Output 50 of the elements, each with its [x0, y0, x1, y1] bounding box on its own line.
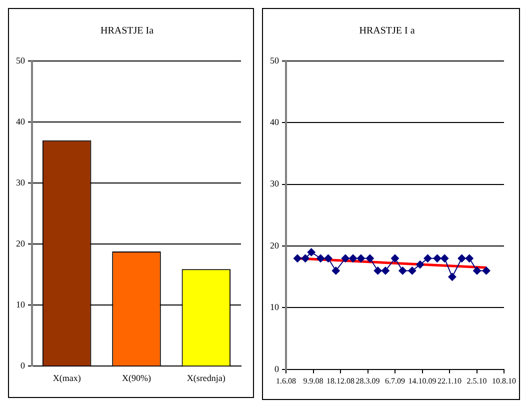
x-tick-label: 18.12.08: [326, 376, 354, 386]
point: [349, 254, 358, 262]
point: [391, 254, 399, 262]
point: [458, 254, 466, 262]
x-tick-label: 6.7.09: [385, 376, 405, 386]
point: [341, 254, 350, 262]
x-tick-label: 22.1.10: [438, 376, 462, 386]
x-tick-label: X(max): [52, 372, 81, 383]
point: [482, 266, 490, 275]
x-tick-label: 2.5.10: [466, 376, 487, 386]
y-tick-label: 40: [16, 116, 26, 126]
x-tick-label: 9.9.08: [303, 376, 324, 386]
y-tick-label: 10: [270, 302, 280, 312]
point: [408, 266, 416, 275]
y-tick-label: 20: [270, 240, 280, 250]
point: [473, 266, 482, 275]
y-tick-label: 0: [274, 364, 280, 374]
y-tick-label: 30: [270, 178, 280, 189]
point: [324, 254, 332, 262]
x-tick-label: X(90%): [122, 372, 151, 383]
point: [316, 254, 325, 262]
point: [356, 254, 365, 262]
x-tick-label: 1.6.08: [276, 376, 296, 386]
point: [374, 266, 382, 275]
y-tick-label: 50: [16, 55, 26, 66]
point: [366, 254, 374, 262]
y-tick-label: 30: [16, 177, 26, 188]
point: [416, 260, 424, 269]
point: [440, 254, 449, 262]
point: [424, 254, 432, 262]
y-tick-label: 10: [16, 300, 26, 310]
point: [398, 266, 407, 275]
point: [433, 254, 442, 262]
y-tick-label: 0: [20, 360, 26, 371]
y-tick-label: 40: [270, 117, 280, 128]
y-tick-label: 50: [270, 55, 280, 66]
chart-title: HRASTJE Ia: [100, 26, 154, 37]
point: [465, 254, 474, 262]
point: [307, 248, 316, 256]
point: [381, 266, 390, 275]
point: [301, 254, 310, 262]
x-tick-label: X(srednja): [186, 372, 226, 383]
point: [293, 254, 302, 262]
x-tick-label: 14.10.09: [408, 376, 436, 386]
x-tick-label: 28.3.09: [356, 376, 380, 386]
x-tick-label: 10.8.10: [492, 376, 516, 386]
y-tick-label: 20: [16, 238, 26, 248]
point: [332, 266, 340, 275]
point: [448, 272, 456, 281]
chart-title: HRASTJE I a: [359, 26, 416, 37]
